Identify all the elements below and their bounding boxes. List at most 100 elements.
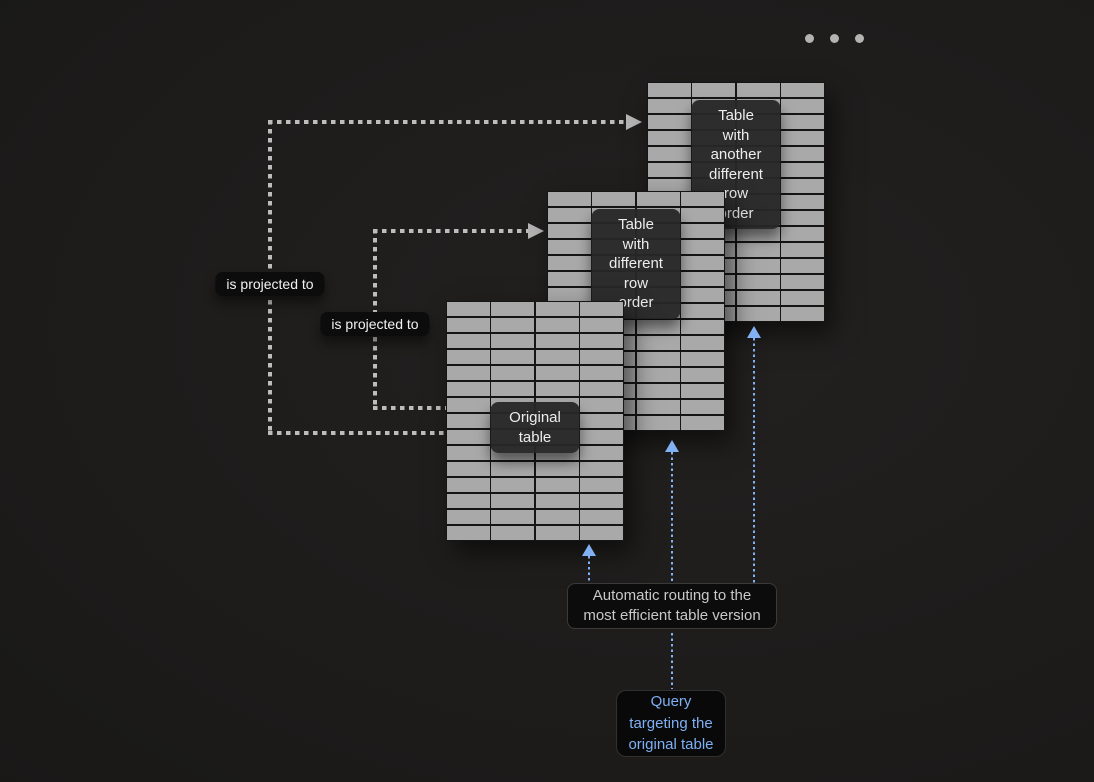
table-label: Original table [490,402,580,453]
table-cell [636,335,680,351]
table-cell [447,413,490,429]
table-cell [491,302,535,317]
dot-icon [830,34,839,43]
table-cell [491,461,535,477]
table-cell [636,399,680,415]
table-cell [447,333,490,349]
table-cell [781,258,824,274]
table-cell [648,162,691,178]
more-options-button[interactable] [805,34,864,43]
table-cell [636,367,680,383]
routing-line-to-back [752,338,756,583]
query-label: Query targeting the original table [616,690,726,757]
table-cell [681,255,724,271]
table-cell [736,290,780,306]
table-cell [580,413,623,429]
projection-arrow-1-icon [626,114,642,130]
table-cell [535,349,579,365]
table-cell [781,306,824,321]
table-cell [636,383,680,399]
table-cell [736,83,780,98]
table-cell [781,162,824,178]
table-cell [592,192,636,207]
table-cell [681,287,724,303]
table-cell [447,429,490,445]
table-cell [447,317,490,333]
dot-icon [805,34,814,43]
table-cell [580,397,623,413]
table-cell [681,303,724,319]
table-cell [491,365,535,381]
table-cell [548,255,591,271]
table-cell [736,274,780,290]
table-cell [491,333,535,349]
table-cell [491,381,535,397]
table-cell [535,461,579,477]
table-cell [491,525,535,540]
table-cell [548,223,591,239]
table-cell [548,239,591,255]
projection-arrow-2-icon [528,223,544,239]
table-cell [781,98,824,114]
table-cell [692,83,736,98]
table-cell [580,349,623,365]
routing-line-to-middle [670,452,674,583]
table-cell [548,192,591,207]
table-cell [447,302,490,317]
table-cell [580,381,623,397]
table-cell [447,381,490,397]
table-cell [447,509,490,525]
table-cell [736,226,780,242]
routing-line-from-query [670,633,674,689]
projection-label-2: is projected to [320,312,430,336]
table-cell [781,210,824,226]
table-cell [491,317,535,333]
table-cell [681,399,724,415]
table-cell [681,239,724,255]
table-cell [580,302,623,317]
routing-line-to-original [587,556,591,583]
table-cell [648,83,691,98]
routing-arrow-back-icon [747,326,761,338]
table-cell [580,509,623,525]
table-cell [781,130,824,146]
table-cell [781,146,824,162]
table-cell [535,381,579,397]
table-label: Table with different row order [591,209,681,319]
table-cell [781,194,824,210]
table-cell [681,207,724,223]
table-cell [681,367,724,383]
table-cell [636,192,680,207]
table-cell [580,493,623,509]
table-cell [535,477,579,493]
table-cell [781,242,824,258]
table-cell [580,445,623,461]
table-cell [648,114,691,130]
table-cell [535,317,579,333]
table-cell [535,493,579,509]
table-cell [681,415,724,430]
table-cell [580,317,623,333]
projection-path-1-bottom [268,431,446,435]
table-cell [681,271,724,287]
table-cell [648,98,691,114]
routing-arrow-original-icon [582,544,596,556]
table-cell [447,445,490,461]
table-cell [535,365,579,381]
table-cell [781,226,824,242]
table-cell [781,83,824,98]
table-cell [447,525,490,540]
table-cell [580,525,623,540]
table-cell [580,365,623,381]
table-cell [491,349,535,365]
table-cell [781,114,824,130]
table-cell [736,258,780,274]
table-cell [580,429,623,445]
table-cell [548,287,591,303]
table-cell [736,306,780,321]
table-cell [781,290,824,306]
table-cell [580,333,623,349]
table-cell [535,333,579,349]
table-cell [535,525,579,540]
table-cell [491,493,535,509]
